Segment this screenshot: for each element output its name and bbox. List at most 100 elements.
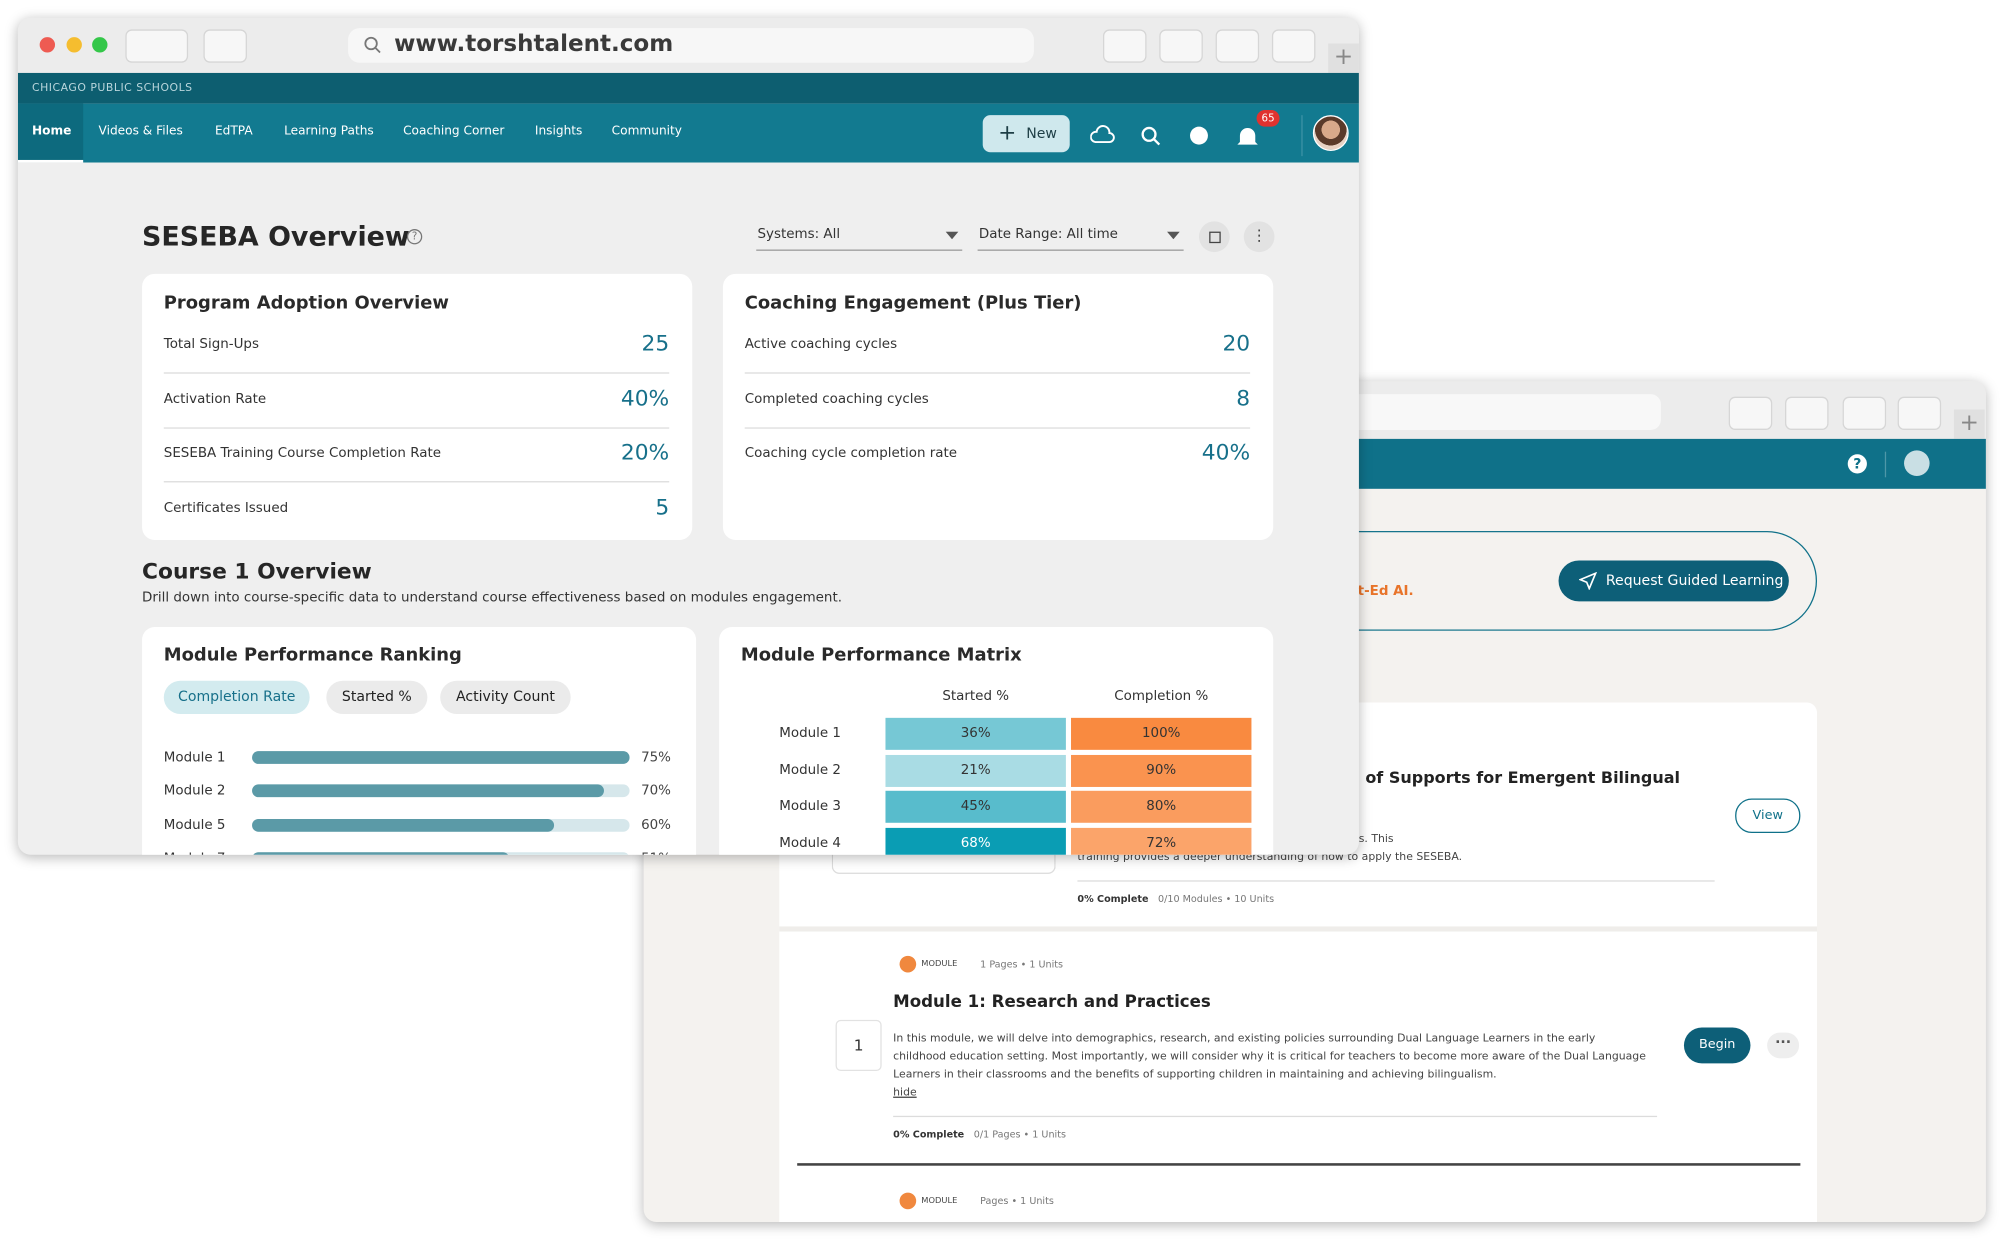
search-icon-handle bbox=[1153, 138, 1161, 146]
bar-value: 70% bbox=[641, 783, 671, 799]
bar bbox=[252, 852, 509, 855]
metric-label: Total Sign-Ups bbox=[163, 336, 259, 352]
tabs-button[interactable] bbox=[1271, 29, 1316, 63]
history-buttons[interactable] bbox=[125, 29, 189, 63]
nav-item[interactable]: Coaching Corner bbox=[403, 124, 505, 139]
row-label: Module 2 bbox=[163, 783, 226, 799]
zoom-button[interactable] bbox=[92, 37, 108, 53]
request-label: Request Guided Learning bbox=[1605, 571, 1784, 589]
url-bar[interactable] bbox=[1309, 394, 1661, 430]
nav-item[interactable]: Insights bbox=[534, 124, 583, 139]
row-label: Module 2 bbox=[779, 762, 841, 778]
menu-button[interactable]: ⋮ bbox=[1243, 221, 1275, 253]
module-counts: 0/1 Pages • 1 Units bbox=[973, 1128, 1066, 1141]
matrix-card: Module Performance Matrix Started % Compl… bbox=[719, 626, 1274, 855]
progress-track bbox=[893, 1115, 1658, 1118]
column-header: Completion % bbox=[1114, 688, 1209, 704]
nav-item[interactable]: Community bbox=[611, 124, 683, 139]
hide-link[interactable]: hide bbox=[893, 1086, 917, 1100]
new-tab[interactable]: + bbox=[1328, 43, 1359, 73]
view-button[interactable]: View bbox=[1735, 798, 1801, 834]
info-icon[interactable]: ? bbox=[406, 229, 423, 245]
sidebar-button[interactable] bbox=[203, 29, 247, 63]
reload-button[interactable] bbox=[1103, 29, 1147, 63]
filter-tab[interactable]: Activity Count bbox=[440, 680, 571, 715]
send-icon bbox=[1579, 571, 1597, 590]
search-icon bbox=[364, 36, 381, 54]
new-button[interactable]: + New bbox=[982, 115, 1070, 153]
minimize-button[interactable] bbox=[66, 37, 82, 53]
metric-label: Coaching cycle completion rate bbox=[744, 445, 958, 461]
course-progress: 0% Complete bbox=[1077, 893, 1149, 905]
metric-label: Active coaching cycles bbox=[744, 336, 898, 352]
share-button[interactable] bbox=[1842, 396, 1887, 430]
url: www.torshtalent.com bbox=[394, 30, 674, 58]
calendar-icon bbox=[1209, 231, 1221, 244]
district-bar bbox=[17, 72, 1359, 104]
bookmark-button[interactable] bbox=[1159, 29, 1203, 63]
systems-filter[interactable]: Systems: All bbox=[756, 224, 963, 251]
share-button[interactable] bbox=[1215, 29, 1260, 63]
metric-value: 40% bbox=[620, 385, 670, 412]
heat-cell: 72% bbox=[1071, 828, 1252, 855]
reload-button[interactable] bbox=[1728, 396, 1773, 430]
filter-tab[interactable]: Started % bbox=[326, 680, 428, 715]
plus-icon: + bbox=[998, 120, 1017, 146]
nav-active bbox=[17, 103, 84, 163]
help-icon[interactable]: ? bbox=[1847, 454, 1867, 474]
request-button[interactable]: Request Guided Learning bbox=[1558, 560, 1789, 602]
module-meta: Pages • 1 Units bbox=[980, 1195, 1054, 1207]
filter-label: Date Range: All time bbox=[978, 226, 1118, 242]
bar bbox=[252, 751, 630, 764]
heat-cell: 68% bbox=[885, 828, 1066, 855]
module-badge-icon bbox=[899, 955, 917, 973]
nav-item[interactable]: Videos & Files bbox=[98, 124, 183, 139]
begin-button[interactable]: Begin bbox=[1683, 1027, 1751, 1064]
nav-item[interactable]: Learning Paths bbox=[284, 124, 374, 139]
nav-item[interactable]: Home bbox=[31, 124, 72, 139]
new-tab[interactable]: + bbox=[1953, 409, 1985, 439]
ai-banner bbox=[1181, 531, 1818, 631]
nav-bar: Home Videos & Files EdTPA Learning Paths Coa… bbox=[17, 103, 1359, 163]
course-counts: 0/10 Modules • 10 Units bbox=[1158, 893, 1275, 905]
module-number: 1 bbox=[835, 1019, 882, 1072]
ranking-card: Module Performance Ranking Completion Ra… bbox=[142, 626, 697, 855]
help-icon[interactable] bbox=[1190, 126, 1208, 145]
adoption-card: Program Adoption Overview Total Sign-Ups… bbox=[142, 273, 693, 540]
module-description: In this module, we will delve into demog… bbox=[893, 1030, 1646, 1102]
bar bbox=[252, 818, 555, 832]
metric-value: 25 bbox=[641, 331, 670, 358]
metric-value: 5 bbox=[655, 494, 670, 521]
module-title: Module 1: Research and Practices bbox=[893, 992, 1211, 1013]
date-filter[interactable]: Date Range: All time bbox=[977, 224, 1184, 251]
bell-icon[interactable] bbox=[1237, 127, 1258, 145]
heat-cell: 21% bbox=[885, 754, 1066, 787]
description-line: In this module, we will delve into demog… bbox=[893, 1032, 1596, 1046]
front-window: www.torshtalent.com + CHICAGO PUBLIC SCH… bbox=[17, 17, 1359, 855]
progress-track bbox=[1077, 880, 1715, 882]
bar-value: 75% bbox=[641, 749, 671, 766]
metric-label: Completed coaching cycles bbox=[744, 390, 929, 407]
avatar[interactable] bbox=[1904, 450, 1930, 477]
divider bbox=[1301, 115, 1303, 157]
filter-tab[interactable]: Completion Rate bbox=[163, 680, 310, 715]
row-separator bbox=[163, 481, 670, 483]
module-meta: 1 Pages • 1 Units bbox=[980, 958, 1064, 970]
avatar[interactable] bbox=[1312, 115, 1349, 151]
url-bar[interactable] bbox=[348, 28, 1034, 63]
new-label: New bbox=[1026, 125, 1057, 143]
bookmark-button[interactable] bbox=[1785, 396, 1829, 430]
close-button[interactable] bbox=[39, 37, 56, 53]
metric-value: 20 bbox=[1222, 331, 1251, 358]
card-title: Module Performance Ranking bbox=[163, 644, 462, 666]
more-button[interactable]: ··· bbox=[1767, 1032, 1800, 1059]
upload-icon[interactable] bbox=[1090, 125, 1115, 143]
search-icon[interactable] bbox=[1141, 126, 1157, 142]
notification-badge: 65 bbox=[1256, 110, 1280, 127]
card-title: Module Performance Matrix bbox=[740, 644, 1022, 666]
calendar-button[interactable] bbox=[1198, 221, 1230, 253]
nav-item[interactable]: EdTPA bbox=[214, 124, 253, 139]
tabs-button[interactable] bbox=[1897, 396, 1942, 430]
district-name: CHICAGO PUBLIC SCHOOLS bbox=[31, 81, 193, 95]
bar bbox=[252, 784, 605, 798]
